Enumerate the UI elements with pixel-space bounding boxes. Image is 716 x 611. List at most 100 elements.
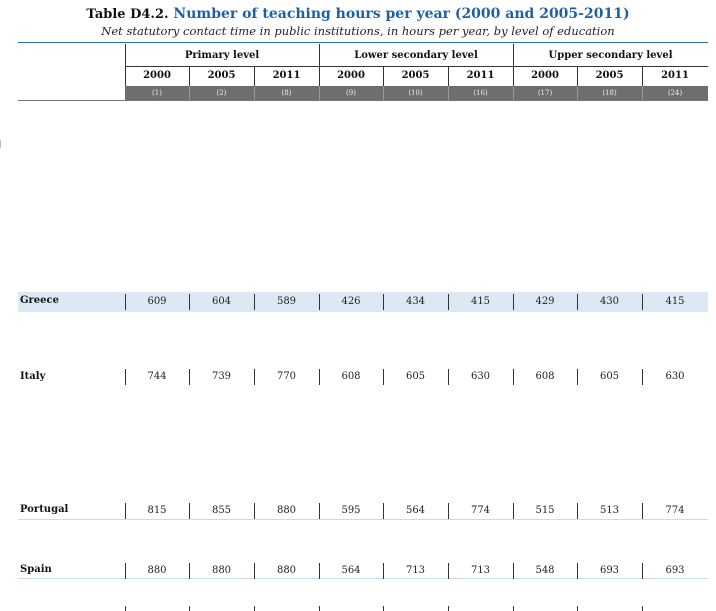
cell-divider <box>448 563 449 579</box>
table-cell: 434 <box>405 296 426 307</box>
table-cell: 693 <box>665 565 685 576</box>
cell-divider <box>513 294 514 310</box>
column-number-separator <box>448 86 449 100</box>
table-cell: 880 <box>147 565 167 576</box>
header-divider <box>642 67 643 86</box>
cell-divider <box>319 294 320 310</box>
table-cell: 515 <box>535 505 555 516</box>
cell-divider <box>642 369 643 385</box>
table-cell: 739 <box>211 371 232 382</box>
header-divider <box>383 67 384 86</box>
table-cell: 770 <box>276 371 297 382</box>
cell-divider <box>448 369 449 385</box>
table-title-text: Number of teaching hours per year (2000 … <box>173 6 630 22</box>
row-label-greece: Greece <box>20 295 59 306</box>
table-cell: 430 <box>599 296 620 307</box>
table-cell: 855 <box>211 505 232 516</box>
header-divider <box>448 67 449 86</box>
header-divider <box>125 44 126 86</box>
column-number: (1) <box>152 89 162 97</box>
row-tick <box>513 606 514 611</box>
table-cell: 880 <box>211 565 232 576</box>
table-cell: 548 <box>535 565 555 576</box>
row-tick <box>577 606 578 611</box>
table-cell: 608 <box>535 371 555 382</box>
table-cell: 415 <box>470 296 491 307</box>
row-tick <box>642 606 643 611</box>
table-cell: 630 <box>665 371 685 382</box>
level-header-primary: Primary level <box>184 50 260 61</box>
header-divider <box>577 67 578 86</box>
cell-divider <box>642 294 643 310</box>
year-header: 2005 <box>401 70 430 81</box>
row-label-spain: Spain <box>20 564 52 575</box>
row-tick <box>189 606 190 611</box>
table-cell: 609 <box>147 296 167 307</box>
header-bottom-rule <box>18 100 708 101</box>
cell-divider <box>577 503 578 519</box>
table-cell: 880 <box>276 565 297 576</box>
level-header-lower-secondary: Lower secondary level <box>354 50 478 61</box>
year-header: 2000 <box>337 70 365 81</box>
table-cell: 774 <box>665 505 685 516</box>
row-tick <box>448 606 449 611</box>
header-divider <box>254 67 255 86</box>
year-header: 2005 <box>595 70 624 81</box>
table-cell: 604 <box>211 296 232 307</box>
year-header: 2000 <box>531 70 559 81</box>
column-number-separator <box>383 86 384 100</box>
row-highlight-greece <box>18 292 708 312</box>
table-number: Table D4.2. <box>86 7 169 22</box>
cell-divider <box>254 503 255 519</box>
table-cell: 774 <box>470 505 491 516</box>
column-number-separator <box>577 86 578 100</box>
cell-divider <box>513 563 514 579</box>
header-divider <box>513 44 514 86</box>
row-label-italy: Italy <box>20 371 46 382</box>
cell-divider <box>125 503 126 519</box>
cell-divider <box>513 369 514 385</box>
row-tick <box>319 606 320 611</box>
column-number: (10) <box>408 89 423 97</box>
column-number-separator <box>254 86 255 100</box>
cell-divider <box>125 563 126 579</box>
header-divider <box>189 67 190 86</box>
cell-divider <box>189 369 190 385</box>
table-cell: 608 <box>341 371 361 382</box>
column-number-separator <box>189 86 190 100</box>
table-cell: 744 <box>147 371 167 382</box>
table-cell: 513 <box>599 505 620 516</box>
table-cell: 426 <box>341 296 361 307</box>
row-tick <box>125 606 126 611</box>
table-cell: 713 <box>405 565 426 576</box>
table-cell: 605 <box>405 371 426 382</box>
level-header-upper-secondary: Upper secondary level <box>548 50 673 61</box>
row-tick <box>383 606 384 611</box>
table-cell: 564 <box>405 505 426 516</box>
year-header: 2011 <box>661 70 689 81</box>
cell-divider <box>189 294 190 310</box>
cell-divider <box>577 369 578 385</box>
table-cell: 605 <box>599 371 620 382</box>
column-number: (2) <box>216 89 227 97</box>
cell-divider <box>642 563 643 579</box>
cell-divider <box>642 503 643 519</box>
header-top-rule <box>18 42 708 43</box>
column-number: (16) <box>473 89 488 97</box>
year-header: 2011 <box>466 70 495 81</box>
year-header: 2011 <box>272 70 301 81</box>
row-tick <box>254 606 255 611</box>
cell-divider <box>125 369 126 385</box>
year-header: 2005 <box>207 70 236 81</box>
table-cell: 589 <box>276 296 297 307</box>
table-cell: 564 <box>341 565 361 576</box>
table-cell: 429 <box>535 296 555 307</box>
cell-divider <box>577 294 578 310</box>
cell-divider <box>125 294 126 310</box>
column-number: (17) <box>537 89 553 97</box>
cell-divider <box>254 294 255 310</box>
table-subtitle: Net statutory contact time in public ins… <box>101 24 615 38</box>
cell-divider <box>448 294 449 310</box>
table-cell: 693 <box>599 565 620 576</box>
cell-divider <box>383 369 384 385</box>
